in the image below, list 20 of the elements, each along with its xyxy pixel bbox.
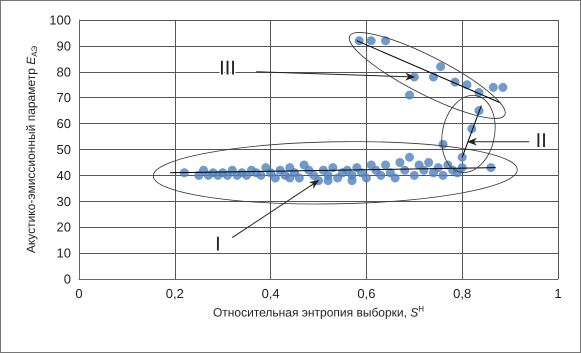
y-tick-label: 90 [56, 38, 71, 54]
x-tick-label: 0 [75, 286, 83, 301]
x-tick-label: 0,2 [166, 286, 184, 301]
y-tick-label: 100 [49, 12, 71, 28]
y-tick-label: 0 [64, 272, 71, 286]
y-tick-label: 70 [56, 90, 71, 106]
y-tick-label: 30 [56, 194, 71, 209]
y-tick-label: 80 [56, 64, 71, 80]
y-tick-label: 50 [56, 142, 71, 157]
y-tick-label: 60 [56, 116, 71, 132]
annotation: I [215, 234, 221, 256]
x-tick-label: 1 [554, 286, 562, 301]
y-axis-title: Акустико-эмиссионный параметр EАЭ [24, 46, 39, 254]
x-tick-label: 0,6 [357, 286, 376, 301]
x-tick-label: 0,4 [262, 286, 280, 301]
y-tick-label: 10 [56, 246, 71, 261]
annotation: II [536, 130, 547, 152]
y-tick-label: 40 [56, 168, 71, 183]
x-tick-label: 0,8 [453, 286, 472, 301]
y-tick-label: 20 [56, 220, 71, 235]
